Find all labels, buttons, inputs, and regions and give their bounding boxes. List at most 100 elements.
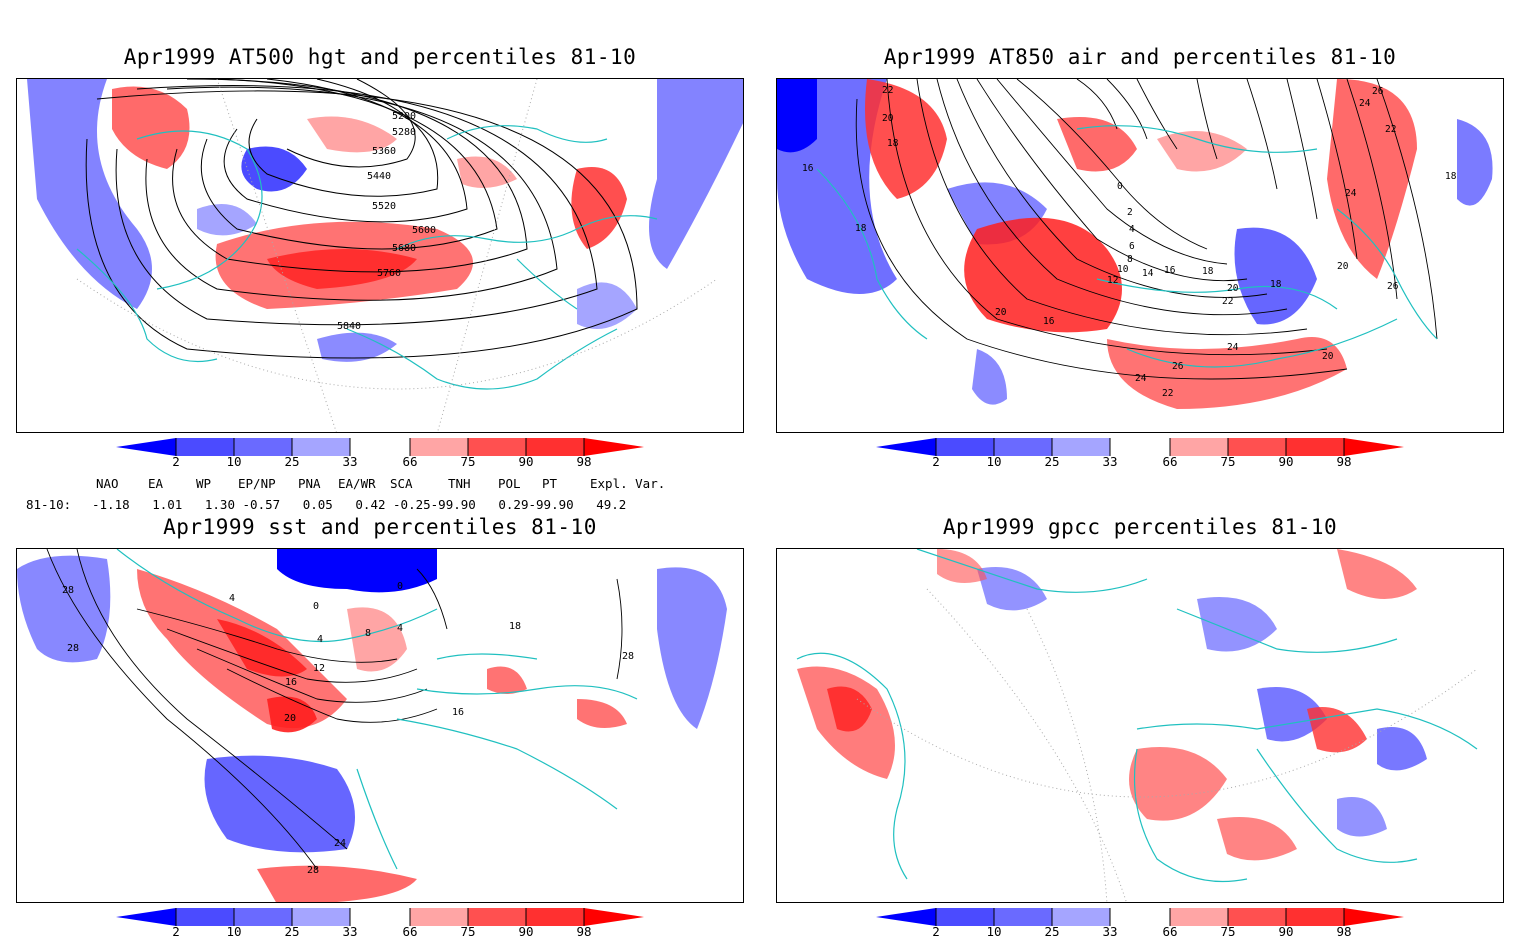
contour-label: 16 [802, 163, 814, 174]
shade-red [1327, 79, 1417, 279]
colorbar-tick: 75 [1220, 924, 1236, 939]
colorbar-tick: 98 [1336, 924, 1352, 939]
contour-label: 20 [284, 713, 296, 724]
shade-red [577, 699, 627, 728]
colorbar-1-swatches [116, 438, 644, 456]
colorbar-tick: 66 [1162, 924, 1178, 939]
contour-label: 20 [1227, 283, 1239, 294]
colorbar-tick: 25 [284, 454, 300, 469]
shade-blue [657, 567, 727, 729]
panel-title-3: Apr1999 sst and percentiles 81-10 [163, 515, 597, 539]
colorbar-tick: 2 [932, 924, 940, 939]
shade-red [865, 79, 947, 199]
colorbar-4: 2 10 25 33 66 75 90 98 [876, 908, 1406, 950]
shade-blue [649, 79, 743, 269]
contour-label: 16 [1164, 265, 1176, 276]
colorbar-tick: 10 [226, 454, 242, 469]
contour-label: 24 [1135, 373, 1147, 384]
contour-label: 12 [313, 663, 325, 674]
contour-label: 10 [1117, 264, 1129, 275]
index-header-nao: NAO [96, 476, 119, 491]
map-panel-sst: 28 28 4 0 4 8 4 0 12 16 20 16 18 28 24 2… [16, 548, 744, 903]
shade-blue [1457, 119, 1493, 206]
colorbar-tick: 2 [172, 924, 180, 939]
contour-label: 20 [1337, 261, 1349, 272]
colorbar-tick: 75 [460, 454, 476, 469]
index-header-sca: SCA [390, 476, 413, 491]
contour-label: 4 [397, 623, 403, 634]
contour-label: 5520 [372, 201, 396, 212]
colorbar-tick: 90 [1278, 924, 1294, 939]
contour-label: 5360 [372, 146, 396, 157]
index-header-explvar: Expl. Var. [590, 476, 666, 491]
contour-label: 14 [1142, 268, 1154, 279]
colorbar-3: 2 10 25 33 66 75 90 98 [116, 908, 646, 950]
contour-label: 5280 [392, 127, 416, 138]
map-hgt500-svg: 5200 5280 5360 5440 5520 5600 5680 5760 … [17, 79, 743, 432]
shade-blue [204, 755, 355, 853]
shade-red [487, 666, 527, 694]
shade-red [267, 249, 417, 289]
contour-label: 26 [1372, 86, 1384, 97]
colorbar-tick: 10 [986, 924, 1002, 939]
temperature-contours [855, 79, 1438, 380]
contour-label: 28 [622, 651, 634, 662]
colorbar-tick: 75 [460, 924, 476, 939]
colorbar-tick: 2 [172, 454, 180, 469]
colorbar-tick: 66 [402, 924, 418, 939]
index-row-label: 81-10: [26, 497, 72, 512]
shade-blue [317, 332, 397, 362]
contour-label: 24 [1359, 98, 1371, 109]
shade-red [217, 619, 307, 677]
colorbar-tick: 33 [1102, 454, 1118, 469]
contour-labels: 5200 5280 5360 5440 5520 5600 5680 5760 … [337, 111, 436, 332]
precip-shading [797, 549, 1427, 861]
colorbar-1: 2 10 25 33 66 75 90 98 [116, 438, 646, 480]
contour-label: 5680 [392, 243, 416, 254]
contour-label: 4 [229, 593, 235, 604]
contour-label: 22 [1222, 296, 1233, 307]
shade-blue [17, 555, 111, 663]
panel-title-2: Apr1999 AT850 air and percentiles 81-10 [883, 45, 1397, 69]
contour-label: 5600 [412, 225, 436, 236]
colorbar-tick: 75 [1220, 454, 1236, 469]
colorbar-4-swatches [876, 908, 1404, 926]
contour-label: 16 [452, 707, 464, 718]
height-contours [85, 79, 638, 359]
contour-label: 18 [509, 621, 521, 632]
contour-label: 4 [317, 634, 323, 645]
shade-blue [577, 282, 637, 329]
contour-label: 0 [397, 581, 403, 592]
contour-label: 22 [882, 85, 893, 96]
contour-label: 8 [365, 628, 371, 639]
colorbar-tick: 33 [1102, 924, 1118, 939]
contour-label: 8 [1127, 254, 1133, 265]
index-header-ea: EA [148, 476, 164, 491]
contour-label: 22 [1385, 124, 1396, 135]
map-sst-svg: 28 28 4 0 4 8 4 0 12 16 20 16 18 28 24 2… [17, 549, 727, 902]
shade-red [112, 86, 190, 169]
map-panel-hgt500: 5200 5280 5360 5440 5520 5600 5680 5760 … [16, 78, 744, 433]
shade-blue [27, 79, 152, 309]
contour-label: 28 [307, 865, 319, 876]
colorbar-tick: 2 [932, 454, 940, 469]
shade-red [1057, 117, 1137, 172]
colorbar-tick: 10 [226, 924, 242, 939]
index-header-pt: PT [542, 476, 558, 491]
colorbar-tick: 98 [1336, 454, 1352, 469]
contour-label: 5840 [337, 321, 361, 332]
shade-red [1107, 337, 1347, 409]
shade-red [1157, 131, 1247, 172]
contour-label: 16 [1043, 316, 1055, 327]
map-air850-svg: 22 20 18 16 18 26 24 22 24 18 0 2 4 6 8 … [777, 79, 1493, 409]
shade-blue [277, 549, 437, 593]
colorbar-tick: 25 [1044, 924, 1060, 939]
contour-label: 20 [1322, 351, 1334, 362]
contour-label: 24 [1227, 342, 1239, 353]
shade-blue [972, 349, 1007, 405]
contour-label: 16 [285, 677, 297, 688]
shade-blue [1234, 227, 1317, 325]
contour-label: 6 [1129, 241, 1135, 252]
colorbar-3-swatches [116, 908, 644, 926]
shade-red [457, 156, 517, 188]
